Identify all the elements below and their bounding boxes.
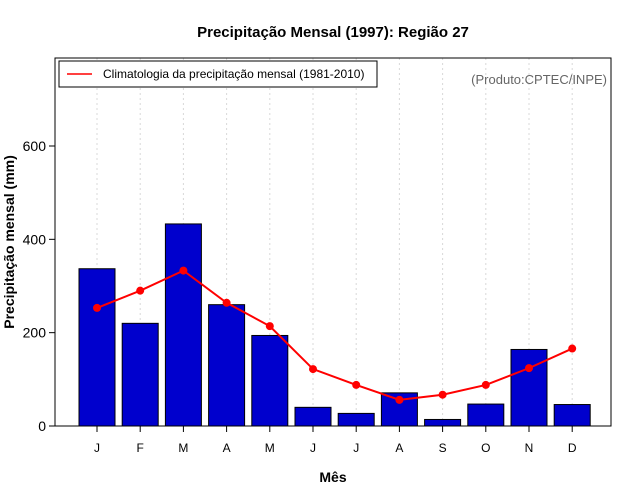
x-tick-label: J [94, 441, 100, 455]
climatology-line [96, 269, 573, 401]
x-tick-label: F [137, 441, 144, 455]
chart-title: Precipitação Mensal (1997): Região 27 [197, 24, 469, 41]
climatology-point-11 [525, 364, 533, 373]
x-axis-title: Mês [319, 469, 346, 485]
x-tick-label: J [353, 441, 359, 455]
climatology-point-6 [309, 365, 317, 374]
y-tick-label: 600 [23, 138, 47, 154]
credit-text: (Produto:CPTEC/INPE) [471, 72, 607, 87]
bar-6 [294, 406, 332, 427]
climatology-point-2 [136, 286, 145, 295]
bar-5 [251, 334, 289, 427]
y-tick-label: 400 [23, 231, 47, 247]
climatology-point-8 [395, 395, 404, 404]
climatology-point-12 [568, 344, 577, 353]
x-tick-label: M [178, 441, 188, 455]
bar-2 [121, 322, 159, 427]
x-tick-label: N [525, 441, 534, 455]
y-tick-label: 0 [38, 418, 46, 434]
x-tick-label: M [265, 441, 275, 455]
bar-10 [467, 403, 505, 427]
y-axis-title: Precipitação mensal (mm) [1, 155, 17, 329]
legend: Climatologia da precipitação mensal (198… [58, 60, 378, 88]
bar-12 [553, 404, 591, 427]
bar-9 [424, 418, 462, 427]
climatology-point-5 [265, 322, 274, 331]
climatology-point-9 [438, 390, 447, 399]
climatology-point-7 [352, 380, 361, 389]
bar-11 [510, 348, 548, 427]
x-tick-label: A [223, 441, 231, 455]
x-tick-label: J [310, 441, 316, 455]
bar-3 [164, 223, 202, 427]
x-tick-label: A [395, 441, 403, 455]
bar-series [78, 223, 591, 427]
x-tick-label: D [568, 441, 577, 455]
legend-box [58, 60, 378, 88]
y-axis: 0 200 400 600 [23, 138, 56, 434]
climatology-point-10 [481, 380, 490, 389]
x-tick-label: S [439, 441, 447, 455]
climatology-point-4 [222, 298, 231, 307]
y-tick-label: 200 [23, 325, 47, 341]
x-tick-label: O [481, 441, 490, 455]
bar-4 [208, 304, 246, 427]
climatology-point-1 [93, 303, 101, 312]
legend-label: Climatologia da precipitação mensal (198… [103, 67, 364, 81]
bar-1 [78, 268, 116, 427]
climatology-line-series [93, 266, 577, 404]
bar-7 [337, 412, 375, 427]
climatology-point-3 [179, 266, 188, 275]
